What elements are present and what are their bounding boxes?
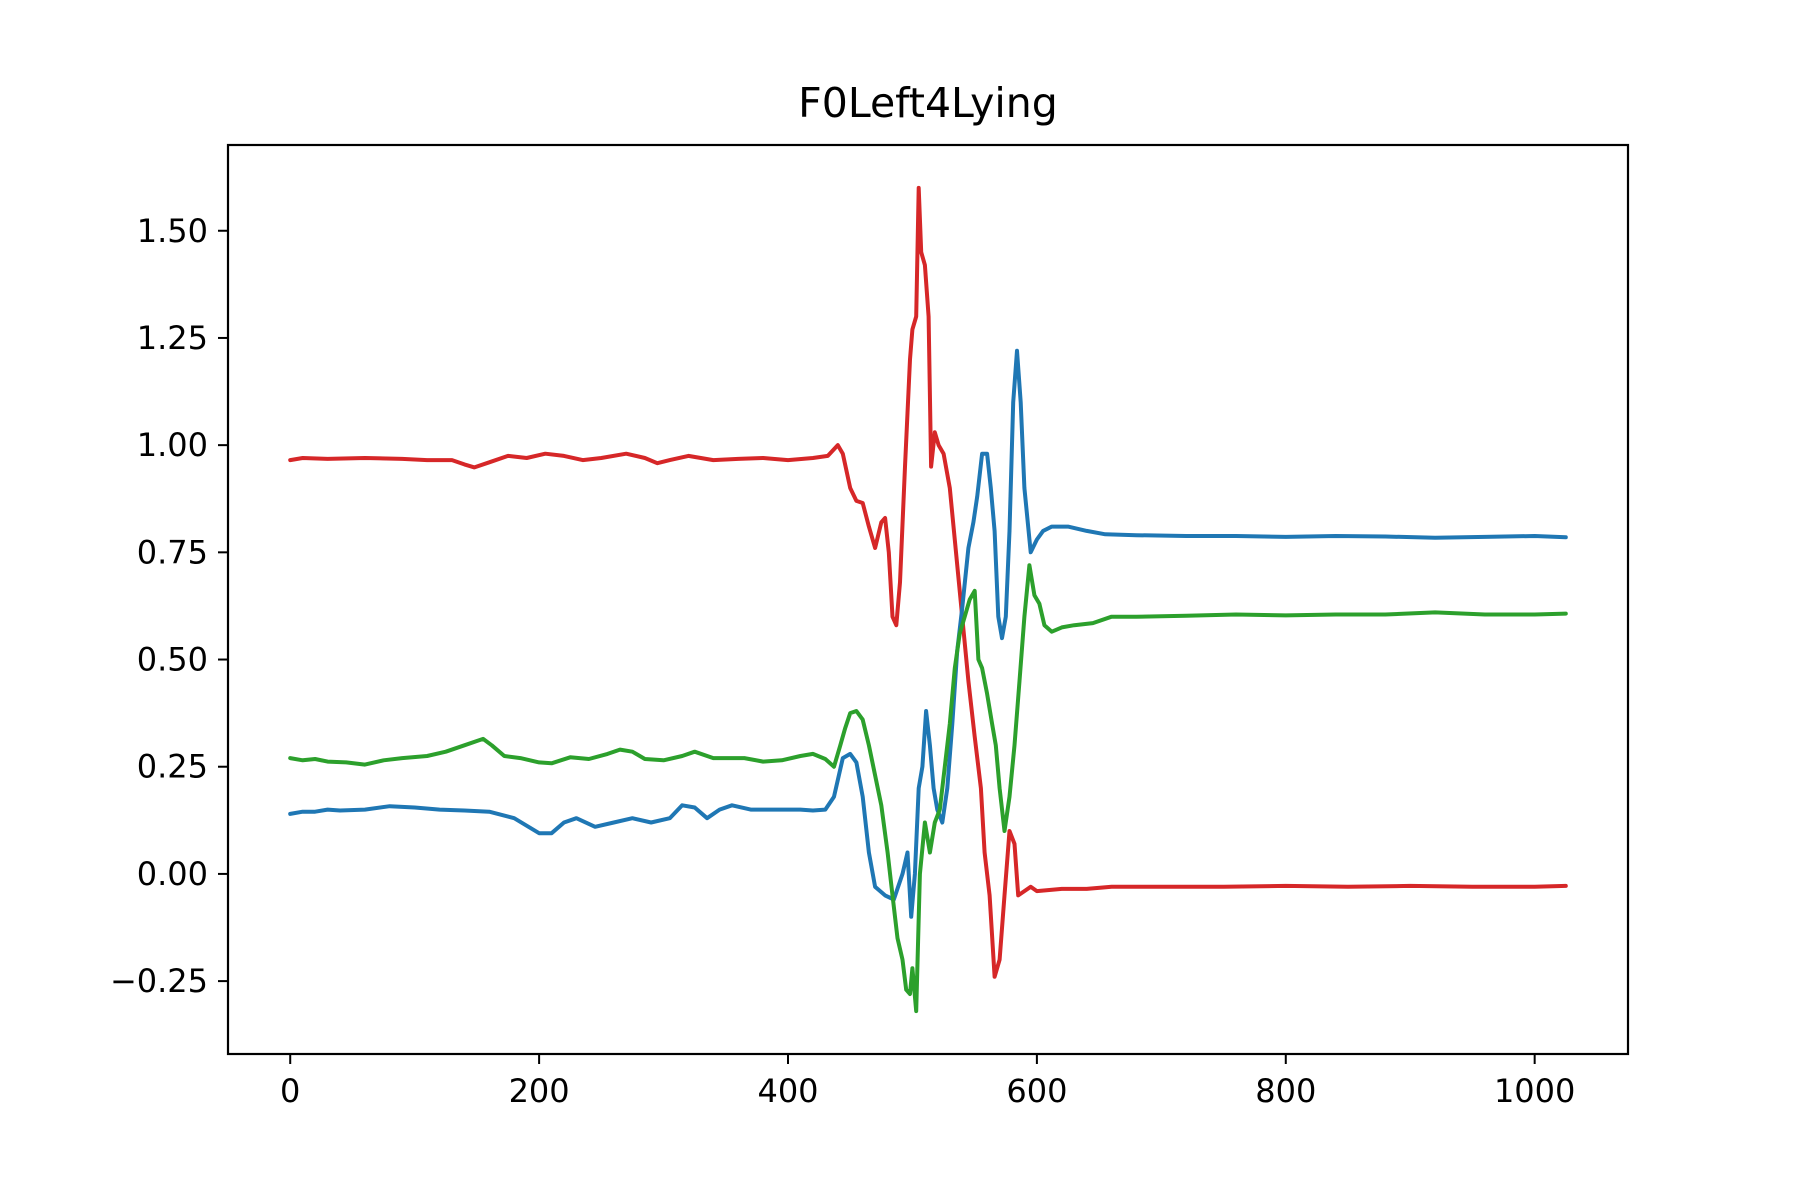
series-layer — [288, 185, 1568, 1014]
x-tick-label: 400 — [757, 1072, 818, 1110]
y-tick-label: 1.25 — [137, 319, 208, 357]
x-tick-label: 0 — [280, 1072, 300, 1110]
x-tick-label: 800 — [1255, 1072, 1316, 1110]
x-tick-label: 600 — [1006, 1072, 1067, 1110]
y-tick-label: 0.25 — [137, 748, 208, 786]
x-tick-label: 200 — [509, 1072, 570, 1110]
y-tick-label: 0.75 — [137, 533, 208, 571]
x-tick-label: 1000 — [1494, 1072, 1575, 1110]
y-axis: −0.25 0.00 0.25 0.50 0.75 1.00 1.25 1.50 — [110, 212, 228, 1000]
y-tick-label: 1.50 — [137, 212, 208, 250]
plot-area-frame — [226, 143, 1630, 1056]
x-axis: 0 200 400 600 800 1000 — [280, 1054, 1575, 1110]
y-tick-label: 0.00 — [137, 855, 208, 893]
series-line-blue — [288, 348, 1568, 919]
y-tick-label: 1.00 — [137, 426, 208, 464]
series-line-green — [288, 563, 1568, 1014]
series-line-red — [288, 185, 1568, 979]
y-tick-label: −0.25 — [110, 962, 208, 1000]
chart-title: F0Left4Lying — [798, 79, 1058, 127]
y-tick-label: 0.50 — [137, 641, 208, 679]
